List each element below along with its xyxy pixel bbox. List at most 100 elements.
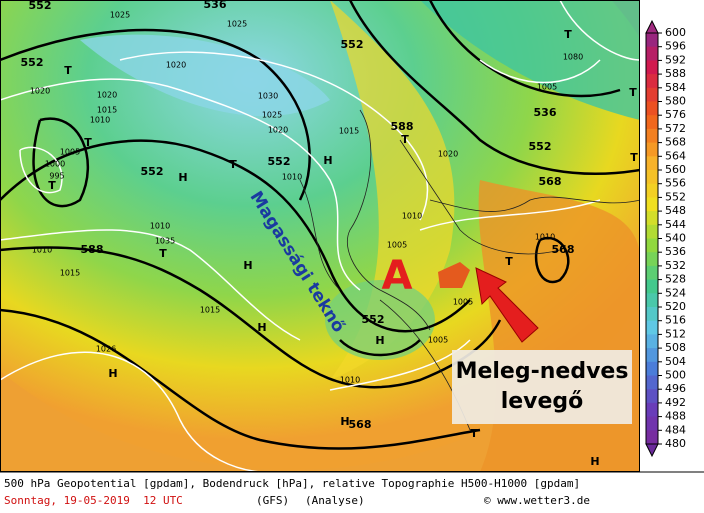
contour-label: 1020 [268,126,288,135]
contour-label: H [590,455,599,468]
colorbar-label: 596 [665,40,686,53]
colorbar-segment [646,156,658,171]
colorbar-segment [646,293,658,308]
colorbar-label: 592 [665,53,686,66]
colorbar-segment [646,197,658,212]
colorbar-segment [646,211,658,226]
contour-label: 1035 [155,237,175,246]
colorbar-segment [646,238,658,253]
colorbar-label: 528 [665,273,686,286]
colorbar-label: 532 [665,259,686,272]
footer-date: Sonntag, 19-05-2019 12 UTC [4,494,183,507]
colorbar-label: 572 [665,122,686,135]
colorbar-label: 500 [665,369,686,382]
contour-label: 552 [29,0,52,12]
colorbar-label: 488 [665,410,686,423]
colorbar-label: 560 [665,163,686,176]
contour-label: 1020 [30,87,50,96]
colorbar-segment [646,348,658,363]
colorbar-label: 600 [665,26,686,39]
colorbar-label: 504 [665,355,686,368]
contour-label: 1010 [150,222,170,231]
annotation-box [452,350,632,424]
contour-label: H [108,367,117,380]
contour-label: 1025 [262,111,282,120]
marker-label: A [382,253,413,299]
contour-label: 1005 [537,83,557,92]
colorbar-label: 496 [665,382,686,395]
contour-label: T [630,151,638,164]
contour-label: T [64,64,72,77]
contour-label: 1015 [60,269,80,278]
colorbar-segment [646,402,658,418]
colorbar-segment [646,320,658,335]
contour-label: T [505,255,513,268]
footer-run: (Analyse) [305,494,365,507]
colorbar-label: 584 [665,81,686,94]
pressure-contours [0,0,640,472]
colorbar-segment [646,128,658,144]
contour-label: 1015 [200,306,220,315]
contour-label: 552 [141,165,164,178]
contour-label: 1010 [32,246,52,255]
contour-label: T [629,86,637,99]
colorbar-label: 548 [665,204,686,217]
colorbar-segment [646,416,658,431]
colorbar-label: 564 [665,149,686,162]
colorbar-label: 580 [665,95,686,108]
colorbar-segment [646,224,658,239]
footer-credit: © www.wetter3.de [484,494,590,507]
contour-label: 1020 [438,150,458,159]
contour-label: 1025 [227,20,247,29]
colorbar-label: 480 [665,437,686,450]
colorbar-segment [646,252,658,267]
colorbar-label: 544 [665,218,686,231]
colorbar-label: 516 [665,314,686,327]
target-region [438,262,470,288]
colorbar-segment [646,183,658,198]
colorbar-label: 540 [665,232,686,245]
colorbar-segment [646,265,658,281]
box-line-2: levegő [501,389,584,414]
contour-label: 1015 [339,127,359,136]
contour-label: 552 [341,38,364,51]
contour-label: H [243,259,252,272]
contour-label: H [257,321,266,334]
colorbar-segment [646,33,658,48]
colorbar-segment [646,430,658,445]
colorbar-segment [646,279,658,294]
colorbar-label: 576 [665,108,686,121]
footer-model: (GFS) [256,494,289,507]
contour-label: 568 [539,175,562,188]
colorbar-label: 524 [665,286,686,299]
colorbar-label: 536 [665,245,686,258]
contour-label: 1005 [453,298,473,307]
contour-label: 552 [268,155,291,168]
contour-label: 1010 [340,376,360,385]
contour-label: T [48,179,56,192]
colorbar-segment [646,389,658,404]
contour-label: 1025 [110,11,130,20]
contour-label: 1080 [563,53,583,62]
contour-label: 1010 [282,173,302,182]
contour-label: 552 [362,313,385,326]
contour-label: 536 [204,0,227,11]
contour-label: 1026 [96,345,116,354]
colorbar-segment [646,307,658,322]
colorbar: 6005965925885845805765725685645605565525… [645,19,686,458]
contour-label: 1010 [90,116,110,125]
contour-label: 568 [349,418,372,431]
contour-label: 568 [552,243,575,256]
box-line-1: Meleg-nedves [456,359,629,384]
map-area: Magassági teknő A Meleg-nedves levegő 53… [0,0,640,472]
contour-label: 552 [529,140,552,153]
colorbar-segment [646,375,658,390]
contour-label: 995 [49,172,64,181]
contour-label: 1005 [60,148,80,157]
contour-label: T [229,158,237,171]
colorbar-segment [646,87,658,102]
colorbar-label: 520 [665,300,686,313]
